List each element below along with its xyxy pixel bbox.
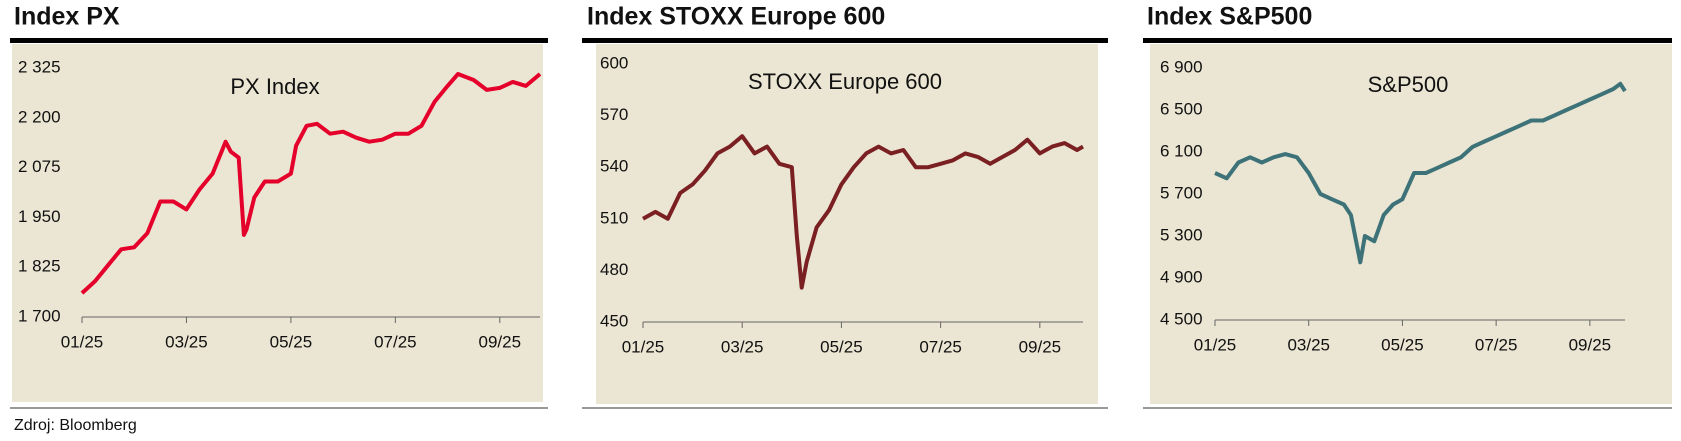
- x-tick-label: 09/25: [479, 332, 522, 351]
- panel-background: [12, 44, 543, 402]
- y-tick-label: 1 950: [18, 207, 61, 226]
- chart-annotation: S&P500: [1368, 72, 1449, 97]
- y-tick-label: 1 700: [18, 306, 61, 325]
- footer-rule: [1143, 407, 1672, 409]
- y-tick-label: 2 075: [18, 157, 61, 176]
- x-tick-label: 07/25: [374, 332, 417, 351]
- footer-rule: [10, 407, 548, 409]
- chart-annotation: STOXX Europe 600: [748, 69, 942, 94]
- y-tick-label: 5 700: [1160, 183, 1203, 202]
- panel-background: [1150, 44, 1672, 404]
- y-tick-label: 1 825: [18, 257, 61, 276]
- price-line: [642, 134, 1084, 290]
- y-tick-label: 2 325: [18, 57, 61, 76]
- header-rule: [1143, 38, 1672, 43]
- x-tick-label: 09/25: [1569, 335, 1612, 354]
- y-tick-label: 4 900: [1160, 267, 1203, 286]
- y-tick-label: 2 200: [18, 107, 61, 126]
- panel-background: [596, 44, 1098, 404]
- y-tick-label: 510: [600, 208, 628, 227]
- header-rule: [582, 38, 1108, 43]
- x-tick-label: 07/25: [919, 337, 962, 356]
- y-tick-label: 4 500: [1160, 309, 1203, 328]
- header-rule: [10, 38, 548, 43]
- y-tick-label: 5 300: [1160, 225, 1203, 244]
- y-tick-label: 450: [600, 311, 628, 330]
- y-tick-label: 540: [600, 157, 628, 176]
- x-tick-label: 01/25: [61, 332, 104, 351]
- panel-title: Index STOXX Europe 600: [587, 3, 885, 31]
- x-tick-label: 05/25: [820, 337, 863, 356]
- x-tick-label: 01/25: [622, 337, 665, 356]
- y-tick-label: 6 100: [1160, 141, 1203, 160]
- footer-rule: [582, 407, 1108, 409]
- x-tick-label: 05/25: [270, 332, 313, 351]
- x-tick-label: 03/25: [165, 332, 208, 351]
- x-tick-label: 01/25: [1194, 335, 1237, 354]
- y-tick-label: 6 500: [1160, 99, 1203, 118]
- x-tick-label: 09/25: [1019, 337, 1062, 356]
- x-tick-label: 03/25: [1287, 335, 1330, 354]
- chart-annotation: PX Index: [230, 74, 319, 99]
- x-tick-label: 05/25: [1381, 335, 1424, 354]
- x-tick-label: 03/25: [721, 337, 764, 356]
- price-line: [1214, 81, 1627, 265]
- price-line: [80, 72, 542, 295]
- panel-title: Index S&P500: [1147, 3, 1312, 31]
- y-tick-label: 480: [600, 260, 628, 279]
- y-tick-label: 600: [600, 53, 628, 72]
- y-tick-label: 6 900: [1160, 57, 1203, 76]
- x-tick-label: 07/25: [1475, 335, 1518, 354]
- y-tick-label: 570: [600, 105, 628, 124]
- panel-title: Index PX: [14, 3, 120, 31]
- source-note: Zdroj: Bloomberg: [14, 417, 137, 434]
